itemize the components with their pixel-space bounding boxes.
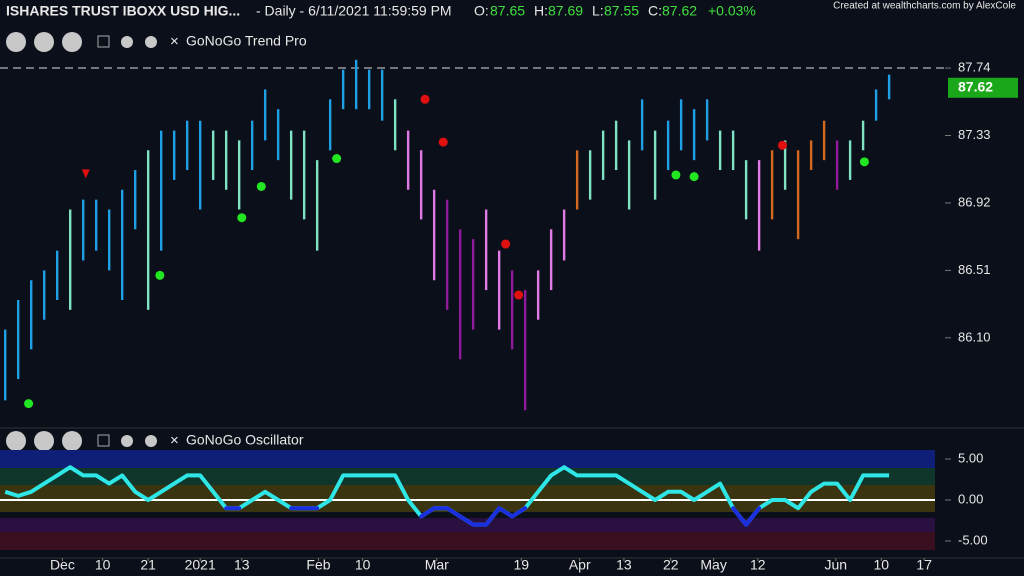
signal-marker: [420, 94, 430, 104]
c-label: C:: [648, 3, 662, 19]
x-tick-label: 10: [874, 557, 890, 573]
y-tick-label: 86.92: [958, 194, 991, 209]
tool-button[interactable]: [121, 36, 133, 48]
tool-button[interactable]: [97, 434, 110, 447]
oscillator-negative: [510, 506, 528, 519]
signal-marker: [81, 169, 90, 179]
signal-marker: [514, 290, 524, 300]
last-price-label: 87.62: [958, 78, 993, 94]
signal-marker: [332, 154, 342, 164]
symbol: ISHARES TRUST IBOXX USD HIG...: [6, 3, 240, 19]
credit: Created at wealthcharts.com by AlexCole: [833, 1, 1016, 12]
last-price-box: [948, 77, 1018, 98]
signal-marker: [237, 213, 247, 223]
y-tick-label: 86.10: [958, 329, 991, 344]
y-tick-label: 86.51: [958, 262, 991, 277]
signal-marker: [689, 172, 699, 182]
oscillator-negative: [744, 506, 762, 527]
h-label: H:: [534, 3, 548, 19]
x-tick-label: 10: [95, 557, 111, 573]
signal-marker: [24, 399, 34, 409]
oscillator-negative: [731, 506, 749, 527]
zone: [0, 468, 935, 485]
l: 87.55: [604, 3, 639, 19]
oscillator-negative: [497, 506, 515, 519]
close-button[interactable]: ×: [170, 33, 179, 50]
x-tick-label: Feb: [306, 557, 330, 573]
panel-title: GoNoGo Trend Pro: [186, 33, 307, 49]
x-tick-label: 2021: [185, 557, 216, 573]
zone: [0, 450, 935, 468]
oscillator-negative: [484, 506, 502, 527]
x-tick-label: 12: [750, 557, 766, 573]
tool-button[interactable]: [6, 32, 26, 52]
tool-button[interactable]: [97, 35, 110, 48]
y-tick-label: 87.33: [958, 127, 991, 142]
l-label: L:: [592, 3, 604, 19]
tool-button[interactable]: [34, 431, 54, 451]
x-tick-label: Dec: [50, 557, 75, 573]
y-tick-label: 5.00: [958, 450, 983, 465]
tool-button[interactable]: [121, 435, 133, 447]
y-tick-label: 87.74: [958, 59, 991, 74]
change: +0.03%: [708, 3, 756, 19]
info: - Daily - 6/11/2021 11:59:59 PM: [256, 3, 452, 19]
x-tick-label: Mar: [425, 557, 449, 573]
signal-marker: [501, 239, 511, 249]
x-tick-label: 17: [916, 557, 932, 573]
x-tick-label: 21: [140, 557, 156, 573]
tool-button[interactable]: [62, 431, 82, 451]
x-tick-label: Jun: [825, 557, 848, 573]
oscillator-negative: [458, 514, 476, 527]
y-tick-label: 0.00: [958, 491, 983, 506]
tool-button[interactable]: [34, 32, 54, 52]
x-tick-label: 10: [355, 557, 371, 573]
x-tick-label: 13: [234, 557, 250, 573]
x-tick-label: Apr: [569, 557, 591, 573]
oscillator-zones: [0, 450, 935, 550]
tool-button[interactable]: [62, 32, 82, 52]
x-tick-label: 22: [663, 557, 679, 573]
oscillator-negative: [419, 506, 437, 519]
signal-marker: [859, 157, 869, 167]
signal-marker: [671, 170, 681, 180]
x-tick-label: May: [700, 557, 726, 573]
oscillator-negative: [445, 506, 463, 519]
h: 87.69: [548, 3, 583, 19]
signal-marker: [778, 140, 788, 150]
signal-marker: [155, 270, 165, 280]
tool-button[interactable]: [145, 36, 157, 48]
zone: [0, 532, 935, 550]
c: 87.62: [662, 3, 697, 19]
o: 87.65: [490, 3, 525, 19]
y-tick-label: -5.00: [958, 532, 988, 547]
close-button[interactable]: ×: [170, 432, 179, 449]
signal-marker: [256, 181, 266, 191]
x-tick-label: 13: [616, 557, 632, 573]
toolbar: × ×: [6, 32, 179, 451]
tool-button[interactable]: [145, 435, 157, 447]
x-tick-label: 19: [513, 557, 529, 573]
zone: [0, 518, 935, 532]
o-label: O:: [474, 3, 489, 19]
tool-button[interactable]: [6, 431, 26, 451]
signal-marker: [438, 137, 448, 147]
panel-title: GoNoGo Oscillator: [186, 432, 304, 448]
